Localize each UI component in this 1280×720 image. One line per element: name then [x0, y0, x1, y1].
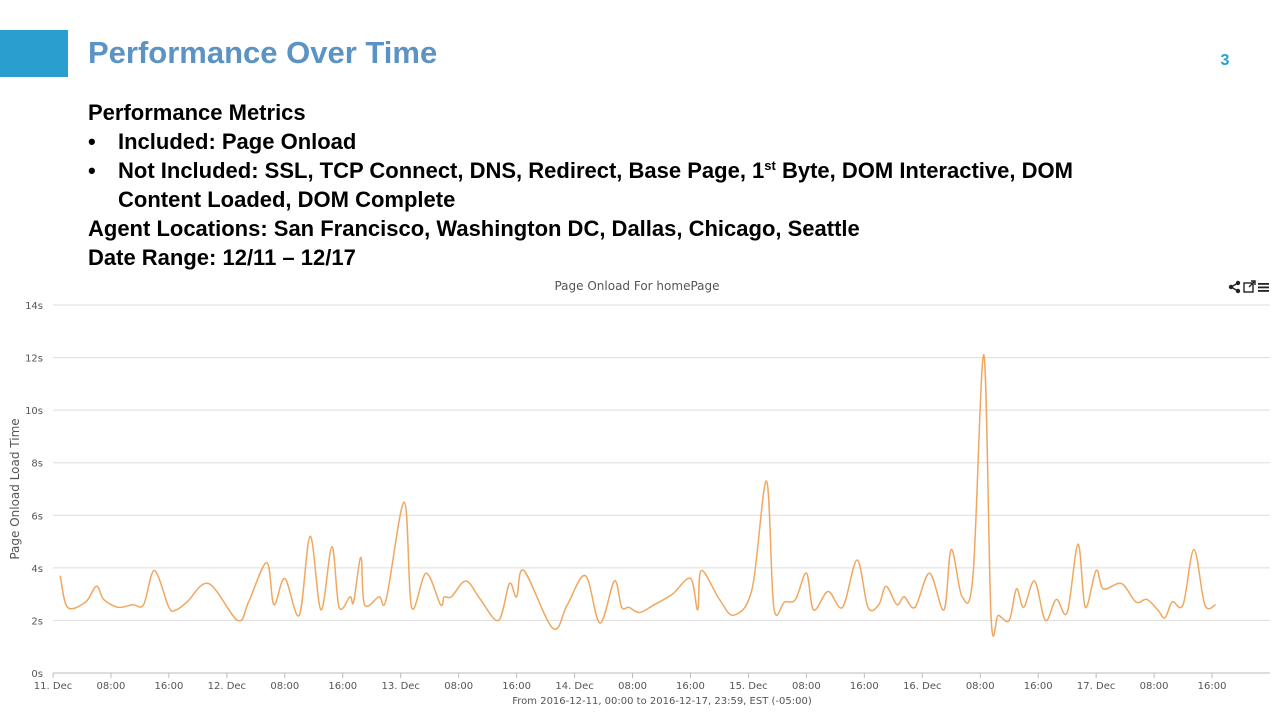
x-tick-label: 15. Dec	[729, 681, 767, 692]
x-tick-label: 16. Dec	[903, 681, 941, 692]
bullet-dot: •	[88, 129, 96, 154]
x-tick-label: 16:00	[154, 681, 183, 692]
bullet-not-included: • Not Included: SSL, TCP Connect, DNS, R…	[88, 156, 1208, 214]
metrics-heading: Performance Metrics	[88, 100, 306, 125]
slide-title: Performance Over Time	[88, 35, 438, 70]
slide-number: 3	[1220, 52, 1230, 69]
y-tick-label: 12s	[25, 354, 43, 365]
chart-toolbar	[1228, 280, 1272, 296]
ordinal-suffix: st	[764, 158, 776, 173]
x-tick-label: 16:00	[676, 681, 705, 692]
y-axis-label: Page Onload Load Time	[8, 418, 22, 559]
y-tick-label: 14s	[25, 301, 43, 312]
x-tick-label: 16:00	[1024, 681, 1053, 692]
x-tick-label: 08:00	[618, 681, 647, 692]
y-tick-label: 6s	[31, 511, 43, 522]
chart-container: Page Onload For homePage Page Onload Loa…	[0, 272, 1280, 720]
x-tick-label: 16:00	[328, 681, 357, 692]
chart-title: Page Onload For homePage	[554, 279, 719, 293]
bullet-not-included-text-end: Byte, DOM Interactive, DOM	[775, 158, 1073, 183]
bullet-included: • Included: Page Onload	[88, 127, 1208, 156]
popout-icon[interactable]	[1243, 280, 1256, 299]
metrics-block: Performance Metrics • Included: Page Onl…	[88, 98, 1208, 272]
y-tick-label: 0s	[31, 669, 43, 680]
series-line	[59, 354, 1217, 638]
line-chart: Page Onload For homePage Page Onload Loa…	[8, 279, 1270, 707]
x-tick-label: 16:00	[1198, 681, 1227, 692]
x-tick-label: 12. Dec	[208, 681, 246, 692]
bullet-included-text: Included: Page Onload	[118, 129, 357, 154]
bullet-not-included-continued: Content Loaded, DOM Complete	[118, 187, 456, 212]
bullet-not-included-text: Not Included: SSL, TCP Connect, DNS, Red…	[118, 158, 765, 183]
share-icon[interactable]	[1228, 280, 1241, 299]
x-tick-label: 08:00	[97, 681, 126, 692]
x-tick-label: 08:00	[1140, 681, 1169, 692]
title-accent-bar	[0, 30, 68, 77]
x-tick-label: 16:00	[850, 681, 879, 692]
x-tick-label: 08:00	[444, 681, 473, 692]
x-tick-label: 08:00	[792, 681, 821, 692]
x-tick-label: 14. Dec	[555, 681, 593, 692]
y-tick-label: 10s	[25, 406, 43, 417]
x-tick-label: 17. Dec	[1077, 681, 1115, 692]
x-tick-label: 16:00	[502, 681, 531, 692]
y-tick-label: 2s	[31, 616, 43, 627]
x-axis-label: From 2016-12-11, 00:00 to 2016-12-17, 23…	[512, 696, 812, 707]
bullet-dot: •	[88, 158, 96, 183]
date-range: Date Range: 12/11 – 12/17	[88, 245, 356, 270]
menu-icon[interactable]	[1257, 280, 1270, 299]
x-tick-label: 11. Dec	[34, 681, 72, 692]
x-tick-label: 08:00	[270, 681, 299, 692]
y-tick-label: 8s	[31, 459, 43, 470]
y-tick-label: 4s	[31, 564, 43, 575]
x-tick-label: 13. Dec	[381, 681, 419, 692]
x-tick-label: 08:00	[966, 681, 995, 692]
agent-locations: Agent Locations: San Francisco, Washingt…	[88, 216, 860, 241]
